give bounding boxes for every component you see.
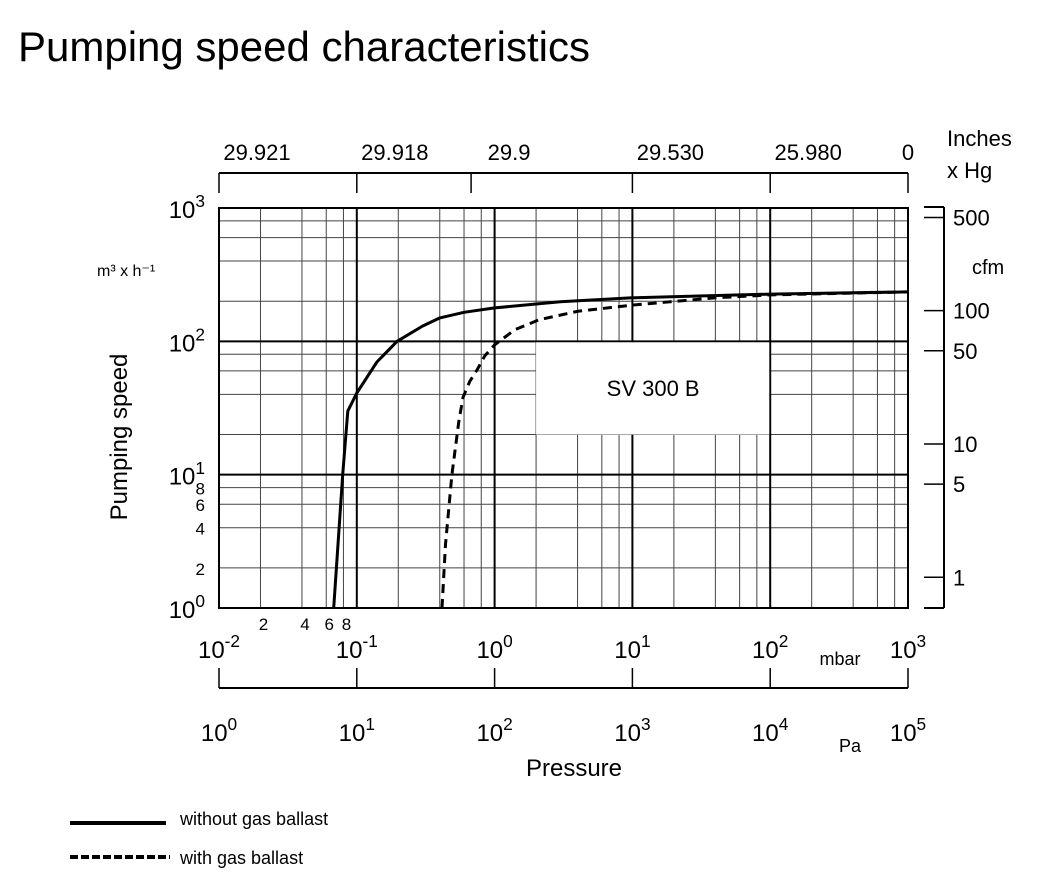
right-axis-tick-label: 500 — [953, 205, 990, 230]
y-tick-label: 100 — [169, 591, 205, 624]
top-axis-tick-label: 29.921 — [223, 140, 290, 165]
y-minor-tick-label: 8 — [196, 480, 205, 499]
right-axis-tick-label: 5 — [953, 472, 965, 497]
x-minor-tick-label: 2 — [259, 615, 268, 634]
annotation-box: SV 300 B — [536, 342, 770, 435]
top-axis-tick-label: 29.530 — [637, 140, 704, 165]
y-minor-tick-label: 6 — [196, 496, 205, 515]
top-axis-tick-label: 0 — [902, 140, 914, 165]
top-axis-tick-label: 25.980 — [775, 140, 842, 165]
y-minor-tick-label: 4 — [196, 520, 205, 539]
right-axis-tick-label: 10 — [953, 432, 977, 457]
y-axis-label: Pumping speed — [106, 354, 133, 521]
x-minor-tick-label: 6 — [324, 615, 333, 634]
right-axis-tick-label: 1 — [953, 565, 965, 590]
top-axis-tick-label: 29.9 — [488, 140, 531, 165]
y-minor-tick-label: 2 — [196, 560, 205, 579]
legend: without gas ballast with gas ballast — [70, 809, 328, 868]
legend-label-solid: without gas ballast — [179, 809, 328, 829]
y-axis-unit: m³ x h⁻¹ — [97, 263, 155, 280]
x-tick-label-mbar: 10-1 — [336, 631, 378, 664]
x-axis-label: Pressure — [526, 755, 622, 782]
y-tick-label: 102 — [169, 325, 205, 358]
x-tick-label-pa: 104 — [752, 714, 789, 747]
x-tick-label-pa: 100 — [201, 714, 237, 747]
chart-title: Pumping speed characteristics — [18, 23, 590, 70]
x-minor-tick-label: 8 — [342, 615, 351, 634]
legend-label-dashed: with gas ballast — [179, 848, 303, 868]
y-tick-label: 103 — [169, 191, 205, 224]
annotation-label: SV 300 B — [607, 376, 700, 401]
x-tick-label-mbar: 101 — [614, 631, 650, 664]
top-axis-tick-label: 29.918 — [361, 140, 428, 165]
annotation-background — [536, 342, 770, 435]
series-line-without-gas-ballast — [332, 290, 909, 609]
right-axis-tick-label: 100 — [953, 299, 990, 324]
plot-frame — [218, 207, 909, 609]
top-axis-unit-line2: x Hg — [947, 158, 992, 183]
x-tick-label-pa: 105 — [890, 714, 926, 747]
x-tick-label-mbar: 103 — [890, 631, 926, 664]
x-tick-label-pa: 101 — [339, 714, 375, 747]
x-tick-label-pa: 102 — [476, 714, 512, 747]
series-line-with-gas-ballast — [440, 290, 909, 609]
top-axis-unit-line1: Inches — [947, 126, 1012, 151]
x-minor-tick-label: 4 — [300, 615, 309, 634]
x-unit-mbar: mbar — [819, 649, 860, 669]
series-group — [332, 290, 909, 609]
x-unit-pa: Pa — [839, 736, 862, 756]
right-axis-unit: cfm — [972, 257, 1004, 279]
x-tick-label-mbar: 100 — [476, 631, 512, 664]
x-tick-label-pa: 103 — [614, 714, 650, 747]
x-tick-label-mbar: 102 — [752, 631, 788, 664]
right-axis-tick-label: 50 — [953, 339, 977, 364]
x-tick-label-mbar: 10-2 — [198, 631, 240, 664]
